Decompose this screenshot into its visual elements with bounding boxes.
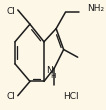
Text: N: N <box>46 66 52 75</box>
Text: HCl: HCl <box>63 92 78 101</box>
Text: H: H <box>50 73 56 79</box>
Text: Cl: Cl <box>6 92 15 101</box>
Text: NH₂: NH₂ <box>87 4 104 13</box>
Text: Cl: Cl <box>6 6 15 16</box>
